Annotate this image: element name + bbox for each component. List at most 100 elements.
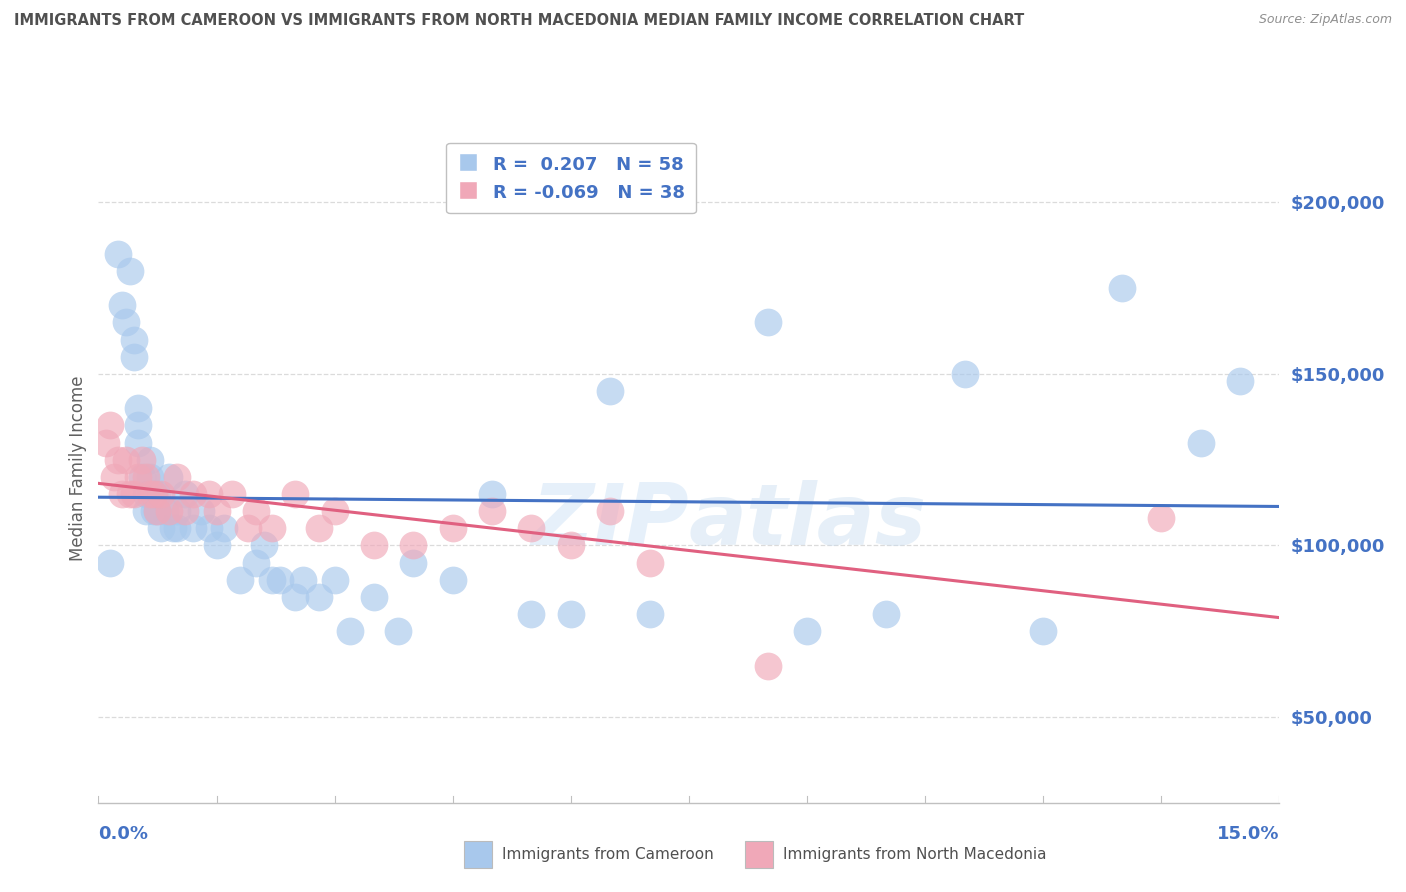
Point — [157, 504, 180, 518]
Point — [1032, 624, 1054, 639]
Point — [197, 487, 219, 501]
Point — [402, 539, 425, 553]
Point — [1150, 511, 1173, 525]
Text: 0.0%: 0.0% — [98, 825, 149, 843]
Text: 15.0%: 15.0% — [1218, 825, 1279, 843]
Point — [560, 539, 582, 553]
Point — [174, 487, 197, 501]
Point — [260, 521, 283, 535]
Point — [146, 504, 169, 518]
Point — [142, 487, 165, 501]
Point — [205, 504, 228, 518]
Point — [138, 452, 160, 467]
Point — [756, 658, 779, 673]
Point — [560, 607, 582, 621]
Point — [260, 573, 283, 587]
Point — [520, 521, 543, 535]
Point — [221, 487, 243, 501]
Point — [363, 539, 385, 553]
Point — [284, 487, 307, 501]
Point — [174, 504, 197, 518]
Point — [122, 350, 145, 364]
Point — [155, 504, 177, 518]
Point — [953, 367, 976, 381]
Text: Source: ZipAtlas.com: Source: ZipAtlas.com — [1258, 13, 1392, 27]
Point — [138, 487, 160, 501]
Point — [98, 418, 121, 433]
Point — [150, 521, 173, 535]
Point — [181, 521, 204, 535]
Point — [796, 624, 818, 639]
Point — [1111, 281, 1133, 295]
Point — [122, 333, 145, 347]
Point — [245, 556, 267, 570]
Point — [599, 504, 621, 518]
Point — [520, 607, 543, 621]
Point — [103, 470, 125, 484]
Point — [122, 487, 145, 501]
Point — [135, 504, 157, 518]
Point — [1229, 374, 1251, 388]
Text: ZIP: ZIP — [531, 480, 689, 564]
Point — [638, 556, 661, 570]
Point — [197, 521, 219, 535]
Point — [205, 539, 228, 553]
Point — [127, 418, 149, 433]
Point — [269, 573, 291, 587]
Point — [115, 316, 138, 330]
Point — [96, 435, 118, 450]
Point — [339, 624, 361, 639]
Point — [638, 607, 661, 621]
Point — [481, 504, 503, 518]
Point — [756, 316, 779, 330]
Point — [292, 573, 315, 587]
Point — [157, 470, 180, 484]
Point — [118, 264, 141, 278]
Point — [115, 452, 138, 467]
Point — [107, 247, 129, 261]
Point — [363, 590, 385, 604]
Point — [323, 504, 346, 518]
Point — [441, 521, 464, 535]
Point — [166, 470, 188, 484]
Point — [323, 573, 346, 587]
Point — [142, 504, 165, 518]
Point — [107, 452, 129, 467]
Point — [127, 401, 149, 416]
Point — [166, 521, 188, 535]
Legend: R =  0.207   N = 58, R = -0.069   N = 38: R = 0.207 N = 58, R = -0.069 N = 38 — [446, 143, 696, 213]
Point — [481, 487, 503, 501]
Point — [127, 470, 149, 484]
Point — [253, 539, 276, 553]
Y-axis label: Median Family Income: Median Family Income — [69, 376, 87, 561]
Point — [146, 504, 169, 518]
Point — [118, 487, 141, 501]
Text: atlas: atlas — [689, 480, 927, 564]
Point — [875, 607, 897, 621]
Point — [135, 470, 157, 484]
Text: Immigrants from Cameroon: Immigrants from Cameroon — [502, 847, 714, 862]
Point — [162, 521, 184, 535]
Point — [111, 487, 134, 501]
Point — [190, 504, 212, 518]
Point — [131, 470, 153, 484]
Point — [127, 435, 149, 450]
Point — [166, 504, 188, 518]
Point — [181, 487, 204, 501]
Point — [387, 624, 409, 639]
Point — [402, 556, 425, 570]
Point — [229, 573, 252, 587]
Text: IMMIGRANTS FROM CAMEROON VS IMMIGRANTS FROM NORTH MACEDONIA MEDIAN FAMILY INCOME: IMMIGRANTS FROM CAMEROON VS IMMIGRANTS F… — [14, 13, 1025, 29]
Point — [150, 487, 173, 501]
Point — [284, 590, 307, 604]
Point — [236, 521, 259, 535]
Point — [111, 298, 134, 312]
Point — [138, 470, 160, 484]
Text: Immigrants from North Macedonia: Immigrants from North Macedonia — [783, 847, 1046, 862]
Point — [214, 521, 236, 535]
Point — [441, 573, 464, 587]
Point — [245, 504, 267, 518]
Point — [146, 487, 169, 501]
Point — [135, 487, 157, 501]
Point — [142, 487, 165, 501]
